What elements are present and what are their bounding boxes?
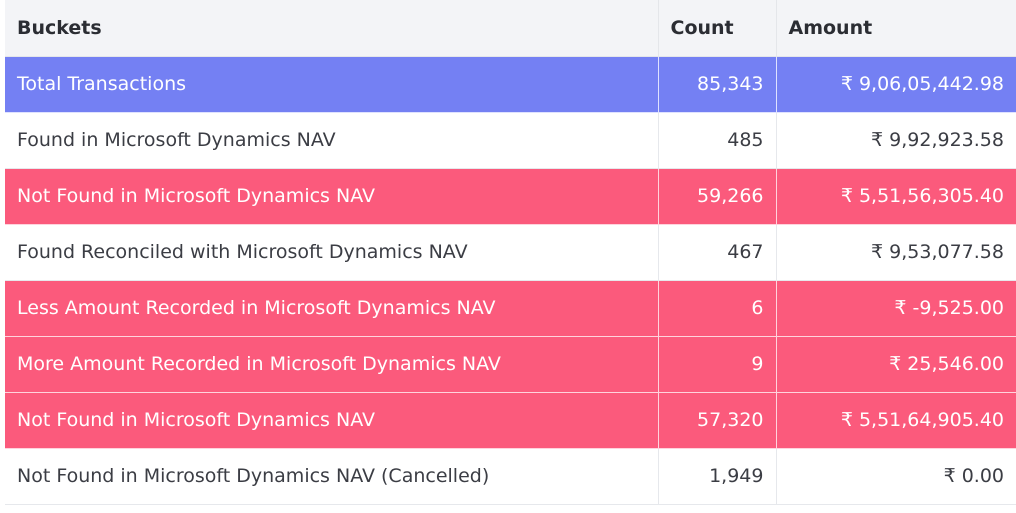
count-cell: 6 bbox=[657, 280, 776, 337]
count-cell: 57,320 bbox=[657, 392, 776, 449]
amount-cell: ₹ 9,53,077.58 bbox=[775, 224, 1016, 281]
amount-cell: ₹ 0.00 bbox=[775, 448, 1016, 505]
table-row-more-amount[interactable]: More Amount Recorded in Microsoft Dynami… bbox=[5, 336, 1016, 393]
amount-cell: ₹ 9,06,05,442.98 bbox=[775, 56, 1016, 113]
table-row-total-transactions[interactable]: Total Transactions 85,343 ₹ 9,06,05,442.… bbox=[5, 56, 1016, 113]
amount-cell: ₹ 9,92,923.58 bbox=[775, 112, 1016, 169]
amount-cell: ₹ 25,546.00 bbox=[775, 336, 1016, 393]
table-row-found[interactable]: Found in Microsoft Dynamics NAV 485 ₹ 9,… bbox=[5, 112, 1016, 169]
bucket-cell: Not Found in Microsoft Dynamics NAV bbox=[5, 392, 658, 449]
table-row-not-found[interactable]: Not Found in Microsoft Dynamics NAV 59,2… bbox=[5, 168, 1016, 225]
bucket-cell: Total Transactions bbox=[5, 56, 658, 113]
bucket-cell: Less Amount Recorded in Microsoft Dynami… bbox=[5, 280, 658, 337]
table-body: Total Transactions 85,343 ₹ 9,06,05,442.… bbox=[5, 56, 1016, 505]
count-cell: 59,266 bbox=[657, 168, 776, 225]
table-row-less-amount[interactable]: Less Amount Recorded in Microsoft Dynami… bbox=[5, 280, 1016, 337]
count-cell: 467 bbox=[657, 224, 776, 281]
header-row: Buckets Count Amount bbox=[5, 0, 1016, 57]
table-row-not-found-2[interactable]: Not Found in Microsoft Dynamics NAV 57,3… bbox=[5, 392, 1016, 449]
table-row-found-reconciled[interactable]: Found Reconciled with Microsoft Dynamics… bbox=[5, 224, 1016, 281]
amount-cell: ₹ 5,51,56,305.40 bbox=[775, 168, 1016, 225]
header-amount[interactable]: Amount bbox=[775, 0, 1016, 57]
buckets-table: Buckets Count Amount Total Transactions … bbox=[5, 0, 1016, 505]
amount-cell: ₹ 5,51,64,905.40 bbox=[775, 392, 1016, 449]
table-header: Buckets Count Amount bbox=[5, 0, 1016, 57]
table-row-not-found-cancelled[interactable]: Not Found in Microsoft Dynamics NAV (Can… bbox=[5, 448, 1016, 505]
count-cell: 1,949 bbox=[657, 448, 776, 505]
bucket-cell: Found in Microsoft Dynamics NAV bbox=[5, 112, 658, 169]
bucket-cell: More Amount Recorded in Microsoft Dynami… bbox=[5, 336, 658, 393]
amount-cell: ₹ -9,525.00 bbox=[775, 280, 1016, 337]
bucket-cell: Not Found in Microsoft Dynamics NAV (Can… bbox=[5, 448, 658, 505]
header-count[interactable]: Count bbox=[657, 0, 776, 57]
count-cell: 9 bbox=[657, 336, 776, 393]
header-buckets[interactable]: Buckets bbox=[5, 0, 658, 57]
count-cell: 85,343 bbox=[657, 56, 776, 113]
bucket-cell: Found Reconciled with Microsoft Dynamics… bbox=[5, 224, 658, 281]
bucket-cell: Not Found in Microsoft Dynamics NAV bbox=[5, 168, 658, 225]
count-cell: 485 bbox=[657, 112, 776, 169]
buckets-table-container: Buckets Count Amount Total Transactions … bbox=[5, 0, 1016, 505]
